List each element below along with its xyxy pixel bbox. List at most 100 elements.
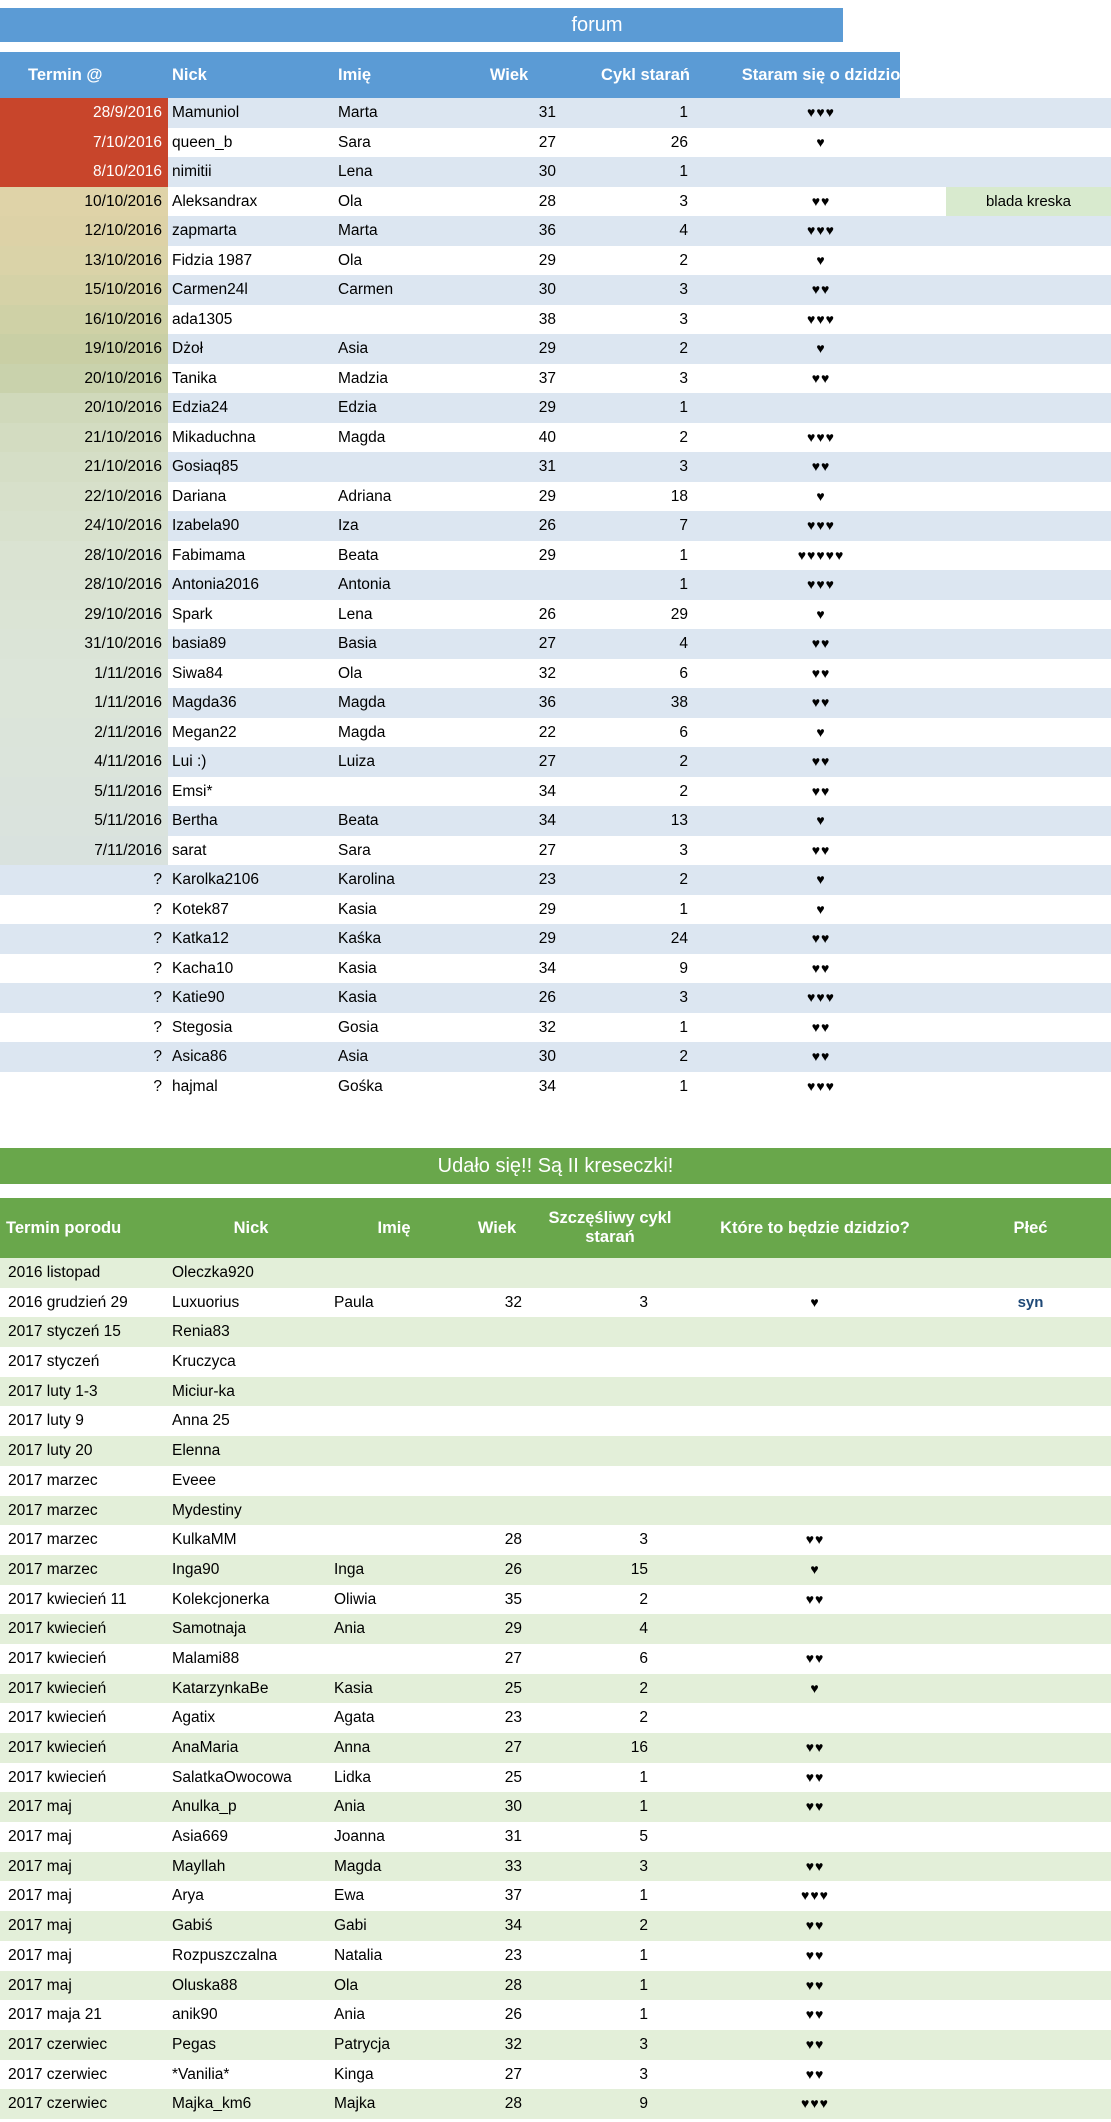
- cykl-cell: 16: [630, 1739, 648, 1756]
- hearts-cell: ♥♥: [811, 782, 831, 799]
- imie-cell: Basia: [338, 635, 377, 652]
- nick-cell: Fidzia 1987: [172, 251, 253, 269]
- table2-row: 2017 kwiecień KatarzynkaBe Kasia 25 2 ♥: [0, 1673, 1111, 1704]
- col-header-termin: Termin @: [28, 65, 103, 84]
- imie-cell: Magda: [338, 723, 386, 741]
- imie-cell: Asia: [338, 1048, 369, 1065]
- termin-cell: 12/10/2016: [0, 216, 168, 246]
- wiek-cell: 31: [538, 104, 556, 121]
- nick-cell: Karolka2106: [172, 871, 260, 888]
- imie-cell: Sara: [338, 841, 371, 859]
- table2-row: 2017 maj Mayllah Magda 33 3 ♥♥: [0, 1851, 1111, 1882]
- termin-porodu-cell: 2017 luty 1-3: [8, 1382, 98, 1400]
- hearts-cell: ♥♥: [811, 1048, 831, 1064]
- cykl-cell: 4: [639, 1620, 648, 1638]
- imie-cell: Patrycja: [334, 2035, 390, 2053]
- termin-porodu-cell: 2017 maj: [8, 1946, 72, 1964]
- table1-row: 1/11/2016 Siwa84 Ola 32 6 ♥♥: [0, 658, 1111, 688]
- cykl-cell: 3: [639, 1293, 648, 1311]
- table1-row: 15/10/2016 Carmen24l Carmen 30 3 ♥♥: [0, 275, 1111, 305]
- nick-cell: Samotnaja: [172, 1620, 247, 1638]
- table2-row: 2017 kwiecień Agatix Agata 23 2: [0, 1703, 1111, 1733]
- termin-porodu-cell: 2016 grudzień 29: [8, 1293, 128, 1311]
- cykl-cell: 6: [679, 723, 688, 741]
- table1-row: ? Kotek87 Kasia 29 1 ♥: [0, 895, 1111, 925]
- table1-row: 4/11/2016 Lui :) Luiza 27 2 ♥♥: [0, 747, 1111, 777]
- nick-cell: Katie90: [172, 989, 225, 1006]
- termin-porodu-cell: 2017 kwiecień: [8, 1679, 107, 1697]
- nick-cell: Miciur-ka: [172, 1382, 235, 1400]
- nick-cell: Luxuorius: [172, 1293, 240, 1311]
- cykl-cell: 3: [679, 458, 688, 475]
- cykl-cell: 9: [639, 2095, 648, 2113]
- cykl-cell: 1: [679, 399, 688, 416]
- termin-cell: 16/10/2016: [0, 304, 168, 334]
- termin-cell: 8/10/2016: [0, 157, 168, 187]
- wiek-cell: 32: [504, 2035, 522, 2053]
- termin-porodu-cell: 2017 kwiecień 11: [8, 1590, 127, 1608]
- termin-cell: 7/10/2016: [0, 127, 168, 157]
- nick-cell: Carmen24l: [172, 281, 248, 298]
- nick-cell: Gabiś: [172, 1917, 213, 1935]
- table1-row: ? Stegosia Gosia 32 1 ♥♥: [0, 1013, 1111, 1043]
- termin-cell: ?: [153, 900, 162, 918]
- table1-row: 10/10/2016 Aleksandrax Ola 28 3 ♥♥ blada…: [0, 186, 1111, 216]
- table2-row: 2017 maj Arya Ewa 37 1 ♥♥♥: [0, 1881, 1111, 1911]
- hearts-cell: ♥♥: [805, 1798, 825, 1815]
- success-banner: Udało się!! Są II kreseczki!: [0, 1148, 1111, 1184]
- table2-row: 2017 maja 21 anik90 Ania 26 1 ♥♥: [0, 2000, 1111, 2030]
- wiek-cell: 37: [538, 369, 556, 387]
- cykl-cell: 2: [639, 1679, 648, 1697]
- wiek-cell: 34: [538, 1077, 556, 1095]
- table2-row: 2017 styczeń 15 Renia83: [0, 1317, 1111, 1348]
- table2-row: 2017 luty 20 Elenna: [0, 1436, 1111, 1466]
- termin-porodu-cell: 2017 maj: [8, 1798, 72, 1816]
- termin-cell: ?: [153, 1077, 162, 1095]
- imie-cell: Joanna: [334, 1828, 385, 1846]
- cykl-cell: 2: [679, 871, 688, 888]
- table2-row: 2017 maj Gabiś Gabi 34 2 ♥♥: [0, 1911, 1111, 1941]
- table2-row: 2017 marzec Eveee: [0, 1466, 1111, 1496]
- termin-porodu-cell: 2017 kwiecień: [8, 1620, 107, 1638]
- cykl-cell: 4: [679, 222, 688, 239]
- imie-cell: Magda: [338, 694, 386, 711]
- imie-cell: Asia: [338, 340, 369, 357]
- nick-cell: Mikaduchna: [172, 428, 256, 446]
- table1-row: 20/10/2016 Tanika Madzia 37 3 ♥♥: [0, 363, 1111, 393]
- nick-cell: Dżoł: [172, 340, 204, 357]
- cykl-cell: 3: [679, 369, 688, 387]
- nick-cell: Stegosia: [172, 1018, 233, 1036]
- hearts-cell: ♥♥: [811, 694, 831, 710]
- hearts-cell: ♥♥: [805, 1857, 825, 1874]
- imie-cell: Inga: [334, 1560, 365, 1578]
- termin-porodu-cell: 2017 luty 9: [8, 1412, 84, 1430]
- table1-row: 31/10/2016 basia89 Basia 27 4 ♥♥: [0, 629, 1111, 659]
- termin-porodu-cell: 2017 maj: [8, 1917, 72, 1935]
- cykl-cell: 1: [679, 546, 688, 564]
- wiek-cell: 26: [538, 989, 556, 1006]
- table1-body: 28/9/2016 Mamuniol Marta 31 1 ♥♥♥ 7/10/2…: [0, 98, 1111, 1101]
- nick-cell: Elenna: [172, 1442, 221, 1460]
- termin-cell: 28/10/2016: [0, 540, 168, 570]
- nick-cell: Siwa84: [172, 664, 223, 682]
- imie-cell: Oliwia: [334, 1590, 377, 1608]
- nick-cell: Katka12: [172, 930, 229, 947]
- cykl-cell: 1: [679, 163, 688, 180]
- termin-cell: 20/10/2016: [0, 363, 168, 393]
- nick-cell: Tanika: [172, 369, 217, 387]
- termin-cell: 21/10/2016: [0, 452, 168, 482]
- termin-porodu-cell: 2017 marzec: [8, 1471, 98, 1489]
- imie-cell: Lidka: [334, 1768, 372, 1786]
- table1-row: 28/9/2016 Mamuniol Marta 31 1 ♥♥♥: [0, 98, 1111, 128]
- table2-row: 2016 grudzień 29 Luxuorius Paula 32 3 ♥ …: [0, 1288, 1111, 1318]
- imie-cell: Beata: [338, 546, 379, 564]
- table2-row: 2017 marzec KulkaMM 28 3 ♥♥: [0, 1525, 1111, 1555]
- imie-cell: Kinga: [334, 2065, 374, 2083]
- termin-cell: ?: [153, 1018, 162, 1036]
- hearts-cell: ♥: [810, 1560, 820, 1577]
- hearts-cell: ♥♥: [805, 1739, 825, 1755]
- cykl-cell: 3: [639, 1857, 648, 1875]
- wiek-cell: 29: [504, 1620, 522, 1638]
- wiek-cell: 26: [504, 2006, 522, 2024]
